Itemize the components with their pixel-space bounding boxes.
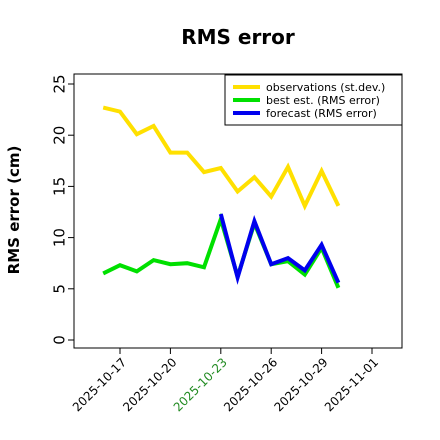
y-axis: 0 5 10 15 20 25 — [50, 74, 74, 345]
series-line-forecast — [218, 213, 341, 285]
legend-label-best-estimate: best est. (RMS error) — [266, 94, 380, 107]
y-tick-label: 20 — [50, 126, 68, 145]
y-tick-label: 25 — [50, 74, 68, 93]
series-layer — [102, 105, 341, 289]
y-tick-label: 0 — [50, 335, 68, 345]
chart-title: RMS error — [181, 25, 295, 49]
legend: observations (st.dev.)best est. (RMS err… — [224, 74, 403, 126]
y-tick-label: 5 — [50, 284, 68, 294]
series-line-observations — [102, 105, 341, 211]
plot-area-frame — [73, 73, 403, 349]
y-tick-label: 15 — [50, 177, 68, 196]
legend-label-forecast: forecast (RMS error) — [266, 107, 377, 120]
y-tick-label: 10 — [50, 228, 68, 247]
x-tick-label: 2025-11-01 — [322, 355, 381, 414]
series-line-best-estimate — [102, 212, 341, 289]
legend-label-observations: observations (st.dev.) — [266, 81, 385, 94]
y-axis-label: RMS error (cm) — [5, 146, 23, 275]
x-axis: 2025-10-172025-10-202025-10-232025-10-26… — [70, 348, 381, 414]
